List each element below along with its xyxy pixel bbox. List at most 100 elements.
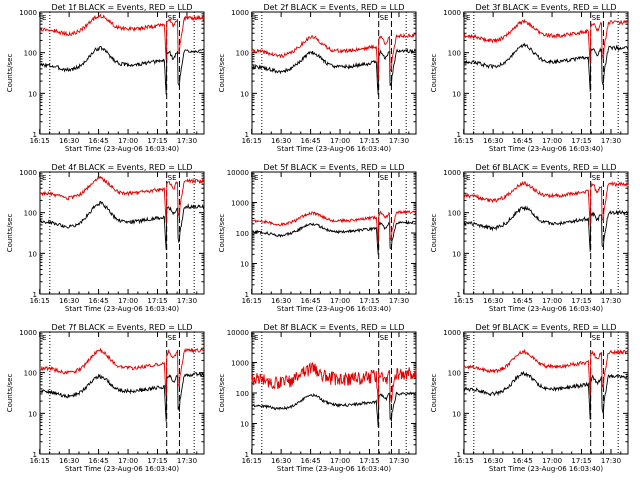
x-tick-label: 17:15 (147, 297, 167, 305)
x-tick-label: 17:00 (330, 457, 350, 465)
series-events-line (463, 370, 629, 420)
x-tick-label: 17:00 (118, 457, 138, 465)
marker-label-e: E (466, 334, 470, 342)
y-axis-label: Counts/sec (430, 54, 438, 93)
y-tick-label: 100 (236, 390, 249, 398)
y-tick-label: 1 (33, 451, 37, 459)
y-tick-label: 10000 (227, 329, 249, 337)
x-tick-label: 16:30 (271, 137, 291, 145)
series-lld-line (251, 209, 417, 242)
y-tick-label: 10 (452, 90, 461, 98)
y-tick-label: 100 (448, 50, 461, 58)
y-tick-label: 10 (240, 261, 249, 269)
y-tick-label: 100 (24, 210, 37, 218)
plot-frame (39, 171, 205, 295)
plot-frame (39, 11, 205, 135)
y-tick-label: 100 (24, 370, 37, 378)
y-tick-label: 1000 (231, 9, 249, 17)
marker-label-se: SE (592, 14, 601, 22)
x-tick-label: 17:00 (330, 297, 350, 305)
marker-label-e: E (466, 174, 470, 182)
x-tick-label: 17:15 (147, 457, 167, 465)
x-tick-label: 16:15 (242, 297, 262, 305)
x-tick-label: 17:15 (571, 457, 591, 465)
marker-label-e: E (466, 14, 470, 22)
series-events-line (39, 201, 205, 251)
plot-frame (463, 331, 629, 455)
panel-det-9: Det 9f BLACK = Events, RED = LLD 1 10 100 10… (430, 323, 629, 473)
x-tick-label: 17:30 (389, 457, 409, 465)
x-tick-label: 17:15 (147, 137, 167, 145)
series-lld-line (39, 347, 204, 397)
y-axis-label: Counts/sec (6, 54, 14, 93)
panel-title: Det 9f BLACK = Events, RED = LLD (475, 323, 616, 332)
panel-det-5: Det 5f BLACK = Events, RED = LLD 1 10 100 10… (218, 163, 417, 313)
y-tick-label: 1 (245, 291, 249, 299)
x-tick-label: 16:30 (271, 297, 291, 305)
marker-label-e: E (42, 334, 46, 342)
x-tick-label: 17:00 (330, 137, 350, 145)
series-events-line (39, 46, 205, 95)
x-tick-label: 16:15 (30, 137, 50, 145)
y-tick-label: 1000 (19, 169, 37, 177)
series-lld-line (251, 361, 417, 405)
y-tick-label: 1000 (19, 9, 37, 17)
y-tick-label: 1000 (443, 9, 461, 17)
plot-frame (463, 171, 629, 295)
panel-det-6: Det 6f BLACK = Events, RED = LLD 1 10 100 10… (430, 163, 629, 313)
y-tick-label: 10 (452, 410, 461, 418)
y-tick-label: 100 (448, 210, 461, 218)
x-tick-label: 16:45 (512, 297, 532, 305)
y-tick-label: 100 (24, 50, 37, 58)
y-tick-label: 1 (245, 131, 249, 139)
panel-title: Det 4f BLACK = Events, RED = LLD (51, 163, 192, 172)
x-tick-label: 16:30 (483, 457, 503, 465)
x-tick-label: 16:30 (483, 297, 503, 305)
panel-det-3: Det 3f BLACK = Events, RED = LLD 1 10 100 10… (430, 3, 629, 153)
y-tick-label: 1000 (443, 329, 461, 337)
x-axis-label: Start Time (23-Aug-06 16:03:40) (277, 305, 391, 313)
x-tick-label: 17:15 (359, 297, 379, 305)
marker-label-se: SE (168, 174, 177, 182)
y-tick-label: 1 (33, 291, 37, 299)
y-tick-label: 1000 (231, 360, 249, 368)
x-tick-label: 16:45 (300, 297, 320, 305)
x-tick-label: 17:15 (571, 137, 591, 145)
x-tick-label: 16:15 (242, 137, 262, 145)
series-events-line (463, 42, 629, 92)
panel-title: Det 1f BLACK = Events, RED = LLD (51, 3, 192, 12)
marker-label-e: E (254, 14, 258, 22)
panel-title: Det 2f BLACK = Events, RED = LLD (263, 3, 404, 12)
x-axis-label: Start Time (23-Aug-06 16:03:40) (489, 305, 603, 313)
x-axis-label: Start Time (23-Aug-06 16:03:40) (489, 145, 603, 153)
x-tick-label: 16:45 (512, 457, 532, 465)
marker-label-se: SE (380, 14, 389, 22)
y-tick-label: 1000 (19, 329, 37, 337)
y-tick-label: 10 (28, 90, 37, 98)
series-lld-line (39, 13, 205, 61)
marker-label-e: E (254, 334, 258, 342)
x-tick-label: 16:15 (454, 137, 474, 145)
marker-label-e: E (42, 14, 46, 22)
x-tick-label: 17:30 (601, 137, 621, 145)
y-axis-label: Counts/sec (218, 54, 226, 93)
x-tick-label: 16:15 (454, 457, 474, 465)
x-axis-label: Start Time (23-Aug-06 16:03:40) (65, 305, 179, 313)
x-tick-label: 17:15 (359, 457, 379, 465)
y-tick-label: 1 (245, 451, 249, 459)
series-events-line (251, 47, 417, 95)
x-tick-label: 16:30 (271, 457, 291, 465)
panel-title: Det 5f BLACK = Events, RED = LLD (263, 163, 404, 172)
panel-title: Det 3f BLACK = Events, RED = LLD (475, 3, 616, 12)
y-axis-label: Counts/sec (430, 374, 438, 413)
x-tick-label: 16:45 (512, 137, 532, 145)
x-axis-label: Start Time (23-Aug-06 16:03:40) (489, 465, 603, 473)
series-events-line (251, 391, 417, 427)
plot-frame (463, 11, 629, 135)
x-tick-label: 16:45 (300, 457, 320, 465)
y-axis-label: Counts/sec (6, 374, 14, 413)
marker-label-se: SE (380, 174, 389, 182)
x-tick-label: 17:15 (359, 137, 379, 145)
y-axis-label: Counts/sec (218, 214, 226, 253)
